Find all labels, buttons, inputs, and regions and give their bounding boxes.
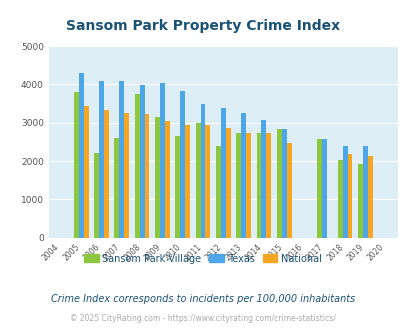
Text: © 2025 CityRating.com - https://www.cityrating.com/crime-statistics/: © 2025 CityRating.com - https://www.city… bbox=[70, 314, 335, 323]
Bar bbox=[256, 133, 261, 238]
Bar bbox=[79, 73, 83, 238]
Bar bbox=[114, 138, 119, 238]
Bar bbox=[342, 146, 347, 238]
Bar bbox=[245, 133, 250, 238]
Legend: Sansom Park Village, Texas, National: Sansom Park Village, Texas, National bbox=[80, 249, 325, 267]
Bar bbox=[104, 110, 109, 238]
Bar bbox=[367, 156, 372, 238]
Text: Sansom Park Property Crime Index: Sansom Park Property Crime Index bbox=[66, 19, 339, 33]
Bar bbox=[175, 136, 180, 238]
Bar bbox=[347, 154, 352, 238]
Bar bbox=[286, 143, 291, 238]
Bar bbox=[124, 113, 129, 238]
Bar bbox=[266, 133, 271, 238]
Bar bbox=[155, 117, 160, 238]
Bar bbox=[362, 147, 367, 238]
Bar bbox=[236, 133, 241, 238]
Bar bbox=[185, 125, 190, 238]
Bar bbox=[220, 108, 225, 238]
Bar bbox=[160, 83, 164, 238]
Bar bbox=[276, 129, 281, 238]
Bar bbox=[164, 121, 169, 238]
Bar bbox=[180, 91, 185, 238]
Bar bbox=[261, 120, 266, 238]
Bar bbox=[337, 160, 342, 238]
Bar bbox=[241, 113, 245, 238]
Bar bbox=[281, 129, 286, 238]
Bar bbox=[99, 82, 104, 238]
Bar bbox=[195, 123, 200, 238]
Bar bbox=[134, 94, 139, 238]
Text: Crime Index corresponds to incidents per 100,000 inhabitants: Crime Index corresponds to incidents per… bbox=[51, 294, 354, 304]
Bar bbox=[357, 164, 362, 238]
Bar bbox=[74, 92, 79, 238]
Bar bbox=[200, 104, 205, 238]
Bar bbox=[83, 106, 88, 238]
Bar bbox=[205, 125, 210, 238]
Bar bbox=[317, 139, 322, 238]
Bar bbox=[144, 114, 149, 238]
Bar bbox=[119, 81, 124, 238]
Bar bbox=[322, 139, 326, 238]
Bar bbox=[94, 153, 99, 238]
Bar bbox=[139, 85, 144, 238]
Bar bbox=[215, 147, 220, 238]
Bar bbox=[225, 128, 230, 238]
